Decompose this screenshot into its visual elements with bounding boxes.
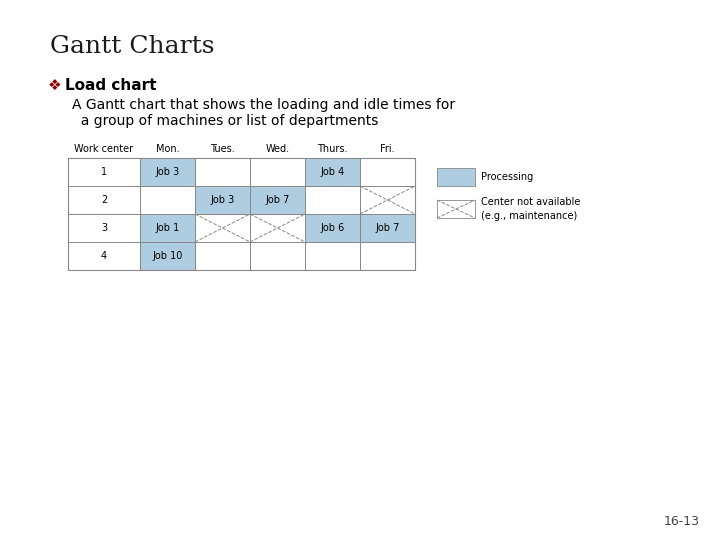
Text: 16-13: 16-13 xyxy=(664,515,700,528)
Bar xyxy=(250,158,305,186)
Bar xyxy=(360,214,415,242)
Bar xyxy=(140,214,195,242)
Text: Job 7: Job 7 xyxy=(265,195,289,205)
Text: Job 6: Job 6 xyxy=(320,223,345,233)
Bar xyxy=(68,158,140,186)
Bar xyxy=(195,214,250,242)
Bar xyxy=(195,242,250,270)
Text: 3: 3 xyxy=(101,223,107,233)
Text: Work center: Work center xyxy=(74,144,134,154)
Bar xyxy=(140,158,195,186)
Text: Job 7: Job 7 xyxy=(375,223,400,233)
Text: Gantt Charts: Gantt Charts xyxy=(50,35,215,58)
Bar xyxy=(68,158,415,270)
Bar xyxy=(360,186,415,214)
Text: Thurs.: Thurs. xyxy=(318,144,348,154)
Bar xyxy=(360,158,415,186)
Text: Load chart: Load chart xyxy=(65,78,156,93)
Bar xyxy=(437,168,475,186)
Text: Mon.: Mon. xyxy=(156,144,179,154)
Text: Job 10: Job 10 xyxy=(153,251,183,261)
Text: Job 3: Job 3 xyxy=(156,167,179,177)
Bar xyxy=(68,186,140,214)
Bar xyxy=(437,200,475,218)
Bar xyxy=(305,186,360,214)
Bar xyxy=(140,186,195,214)
Bar xyxy=(195,158,250,186)
Bar xyxy=(250,242,305,270)
Bar xyxy=(140,242,195,270)
Bar xyxy=(68,214,140,242)
Text: ❖: ❖ xyxy=(48,78,62,93)
Text: Processing: Processing xyxy=(481,172,534,182)
Text: Job 3: Job 3 xyxy=(210,195,235,205)
Text: 4: 4 xyxy=(101,251,107,261)
Text: Wed.: Wed. xyxy=(266,144,289,154)
Text: 1: 1 xyxy=(101,167,107,177)
Bar xyxy=(68,242,140,270)
Bar xyxy=(195,186,250,214)
Text: 2: 2 xyxy=(101,195,107,205)
Bar xyxy=(305,214,360,242)
Bar xyxy=(305,242,360,270)
Bar xyxy=(360,242,415,270)
Text: Job 4: Job 4 xyxy=(320,167,345,177)
Text: Tues.: Tues. xyxy=(210,144,235,154)
Bar xyxy=(250,186,305,214)
Bar xyxy=(305,158,360,186)
Bar xyxy=(250,214,305,242)
Text: Center not available
(e.g., maintenance): Center not available (e.g., maintenance) xyxy=(481,198,580,221)
Text: A Gantt chart that shows the loading and idle times for: A Gantt chart that shows the loading and… xyxy=(72,98,455,112)
Text: a group of machines or list of departments: a group of machines or list of departmen… xyxy=(72,114,379,128)
Text: Fri.: Fri. xyxy=(380,144,395,154)
Text: Job 1: Job 1 xyxy=(156,223,179,233)
